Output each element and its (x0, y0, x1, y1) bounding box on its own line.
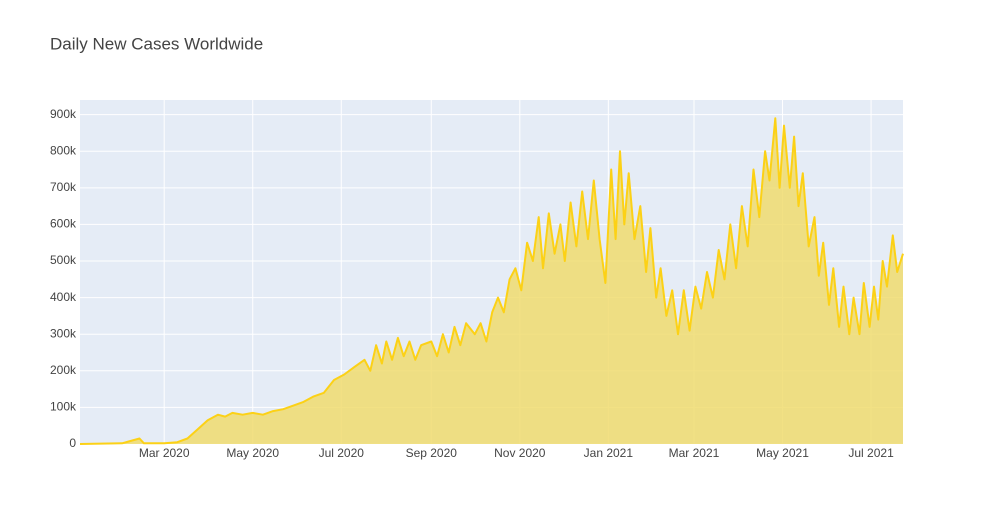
y-tick-label: 700k (50, 180, 77, 194)
area-fill (80, 118, 903, 445)
x-tick-label: Jan 2021 (584, 446, 634, 460)
x-tick-label: Nov 2020 (494, 446, 546, 460)
y-tick-label: 900k (50, 107, 77, 121)
x-tick-label: May 2020 (226, 446, 279, 460)
y-tick-label: 500k (50, 253, 77, 267)
x-tick-label: Mar 2020 (139, 446, 190, 460)
x-tick-label: May 2021 (756, 446, 809, 460)
y-tick-label: 300k (50, 326, 77, 340)
y-tick-label: 0 (69, 436, 76, 450)
y-tick-label: 100k (50, 400, 77, 414)
chart-title: Daily New Cases Worldwide (50, 34, 263, 53)
x-tick-label: Sep 2020 (406, 446, 458, 460)
y-tick-label: 600k (50, 217, 77, 231)
y-tick-label: 800k (50, 143, 77, 157)
x-tick-label: Jul 2021 (848, 446, 894, 460)
y-tick-label: 400k (50, 290, 77, 304)
x-tick-label: Mar 2021 (669, 446, 720, 460)
x-tick-label: Jul 2020 (319, 446, 365, 460)
y-tick-label: 200k (50, 363, 77, 377)
area-line (79, 117, 904, 445)
